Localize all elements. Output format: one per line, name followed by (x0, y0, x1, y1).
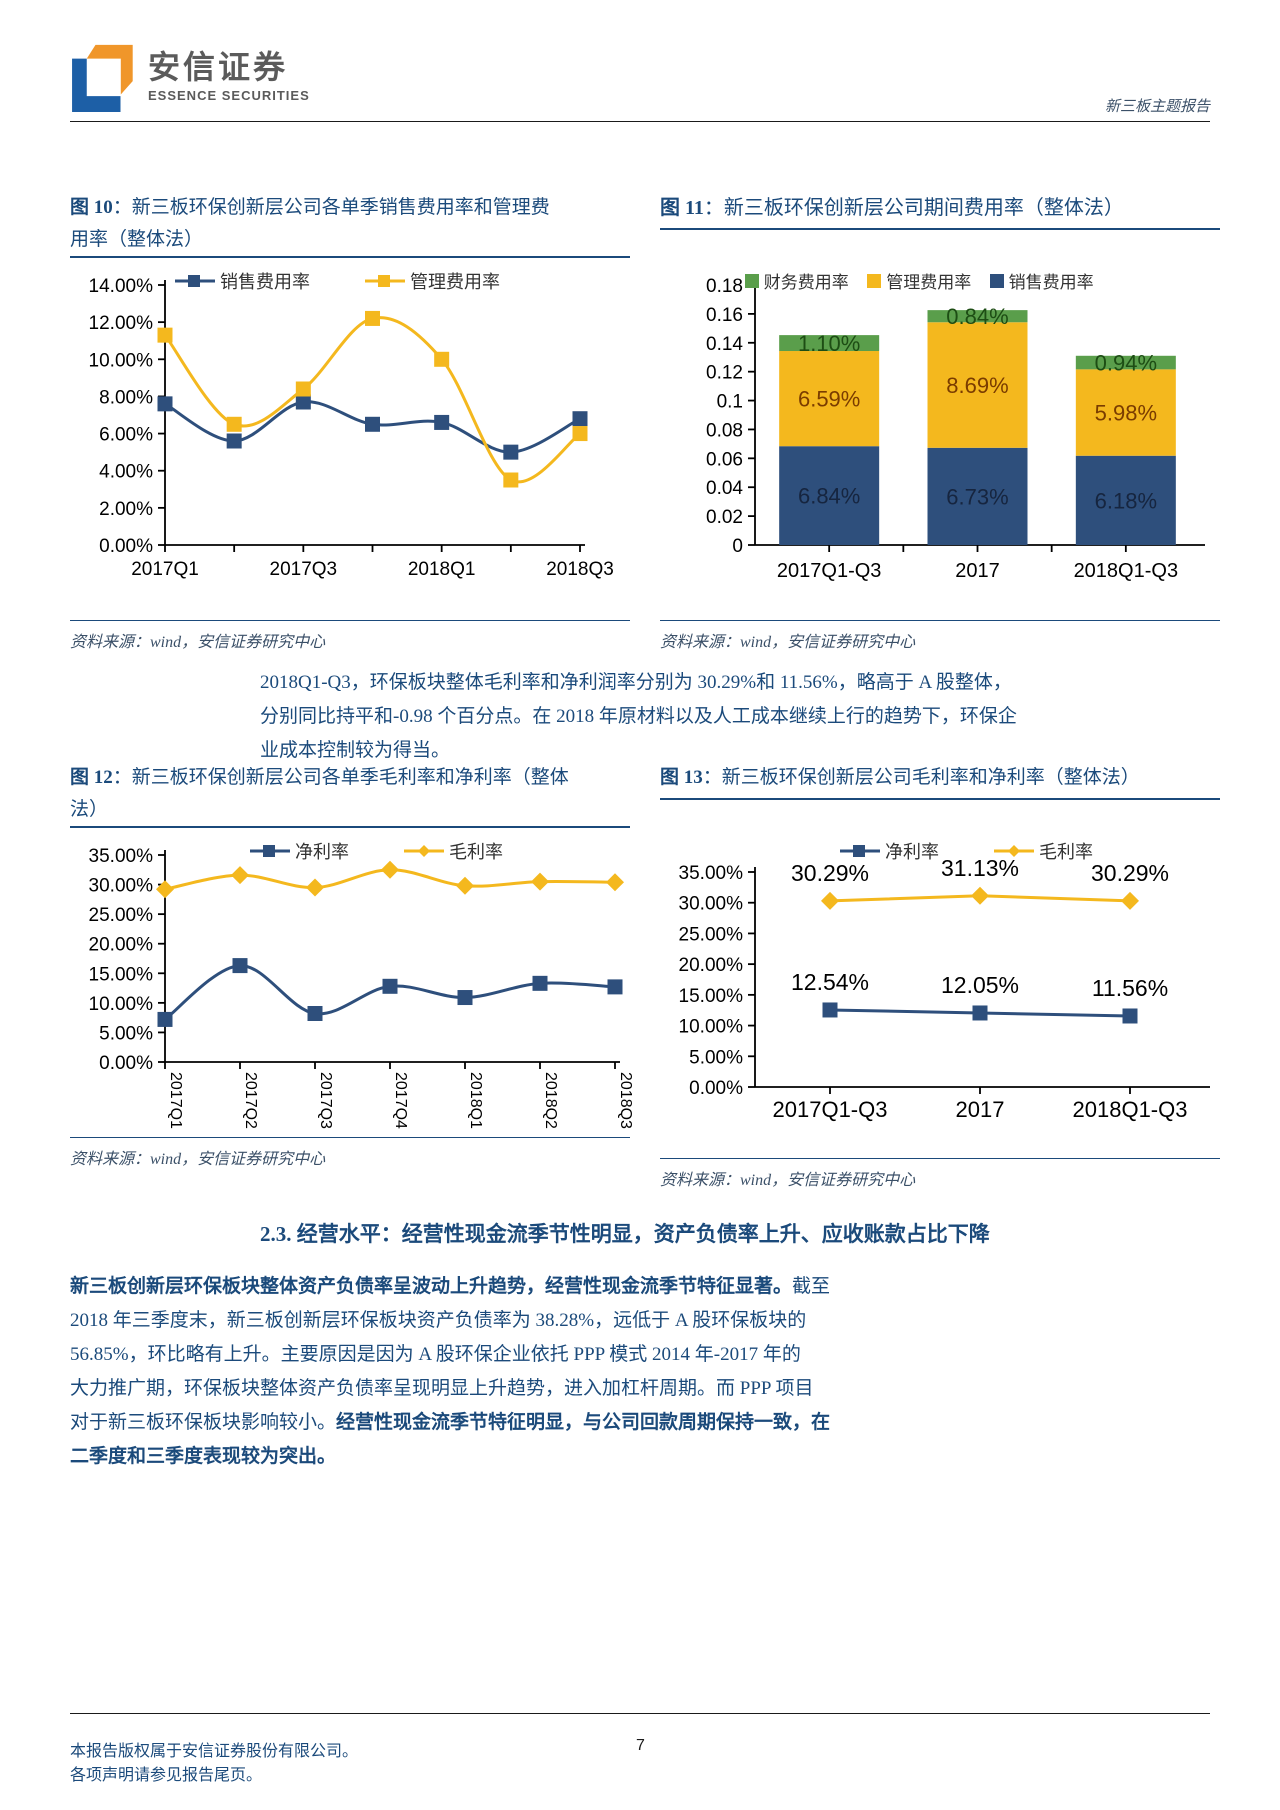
svg-text:0.18: 0.18 (706, 276, 743, 297)
svg-text:0.94%: 0.94% (1095, 351, 1157, 376)
svg-text:30.00%: 30.00% (89, 876, 154, 897)
svg-text:1.10%: 1.10% (798, 331, 860, 356)
svg-text:2017Q1-Q3: 2017Q1-Q3 (777, 560, 882, 582)
svg-text:10.00%: 10.00% (89, 994, 154, 1015)
svg-text:2017: 2017 (956, 1097, 1005, 1122)
svg-text:15.00%: 15.00% (89, 964, 154, 985)
svg-text:6.59%: 6.59% (798, 387, 860, 412)
svg-text:6.84%: 6.84% (798, 484, 860, 509)
svg-text:20.00%: 20.00% (679, 955, 744, 976)
svg-text:2018Q3: 2018Q3 (546, 559, 614, 580)
svg-text:2018Q1: 2018Q1 (408, 559, 476, 580)
svg-text:0.1: 0.1 (717, 392, 743, 413)
svg-text:14.00%: 14.00% (89, 276, 154, 297)
svg-text:15.00%: 15.00% (679, 986, 744, 1007)
svg-text:8.69%: 8.69% (946, 373, 1008, 398)
svg-text:6.73%: 6.73% (946, 484, 1008, 509)
svg-text:2017Q3: 2017Q3 (317, 1072, 334, 1129)
svg-text:12.00%: 12.00% (89, 313, 154, 334)
svg-text:0.84%: 0.84% (946, 304, 1008, 329)
svg-text:0.08: 0.08 (706, 420, 743, 441)
svg-text:35.00%: 35.00% (679, 863, 744, 884)
svg-text:0.00%: 0.00% (99, 536, 153, 557)
svg-text:6.00%: 6.00% (99, 425, 153, 446)
svg-text:0.14: 0.14 (706, 334, 743, 355)
svg-text:10.00%: 10.00% (89, 350, 154, 371)
svg-text:2017Q4: 2017Q4 (392, 1072, 409, 1129)
svg-text:0.16: 0.16 (706, 305, 743, 326)
svg-text:2017Q1-Q3: 2017Q1-Q3 (773, 1097, 888, 1122)
svg-text:0.00%: 0.00% (689, 1078, 743, 1099)
svg-text:10.00%: 10.00% (679, 1017, 744, 1038)
svg-text:2017Q1: 2017Q1 (167, 1072, 184, 1129)
svg-text:0.06: 0.06 (706, 449, 743, 470)
svg-text:5.98%: 5.98% (1095, 401, 1157, 426)
svg-text:2018Q1: 2018Q1 (467, 1072, 484, 1129)
svg-text:25.00%: 25.00% (679, 924, 744, 945)
svg-text:12.54%: 12.54% (791, 969, 869, 995)
svg-text:2018Q1-Q3: 2018Q1-Q3 (1074, 560, 1179, 582)
svg-text:30.00%: 30.00% (679, 894, 744, 915)
svg-text:5.00%: 5.00% (99, 1023, 153, 1044)
svg-text:11.56%: 11.56% (1092, 975, 1168, 1001)
svg-text:2.00%: 2.00% (99, 499, 153, 520)
svg-text:12.05%: 12.05% (941, 972, 1019, 998)
svg-text:5.00%: 5.00% (689, 1047, 743, 1068)
svg-text:0.02: 0.02 (706, 507, 743, 528)
svg-text:2018Q3: 2018Q3 (617, 1072, 634, 1129)
svg-text:8.00%: 8.00% (99, 387, 153, 408)
svg-text:6.18%: 6.18% (1095, 488, 1157, 513)
svg-text:25.00%: 25.00% (89, 905, 154, 926)
svg-text:2018Q1-Q3: 2018Q1-Q3 (1073, 1097, 1188, 1122)
svg-text:2017: 2017 (955, 560, 1000, 582)
svg-text:2017Q3: 2017Q3 (270, 559, 338, 580)
svg-text:0.04: 0.04 (706, 478, 743, 499)
svg-text:2018Q2: 2018Q2 (542, 1072, 559, 1129)
svg-text:35.00%: 35.00% (89, 846, 154, 867)
svg-text:0.00%: 0.00% (99, 1053, 153, 1074)
svg-text:20.00%: 20.00% (89, 935, 154, 956)
svg-text:0.12: 0.12 (706, 363, 743, 384)
svg-text:2017Q1: 2017Q1 (131, 559, 199, 580)
svg-text:2017Q2: 2017Q2 (242, 1072, 259, 1129)
svg-text:0: 0 (732, 536, 743, 557)
svg-text:4.00%: 4.00% (99, 462, 153, 483)
